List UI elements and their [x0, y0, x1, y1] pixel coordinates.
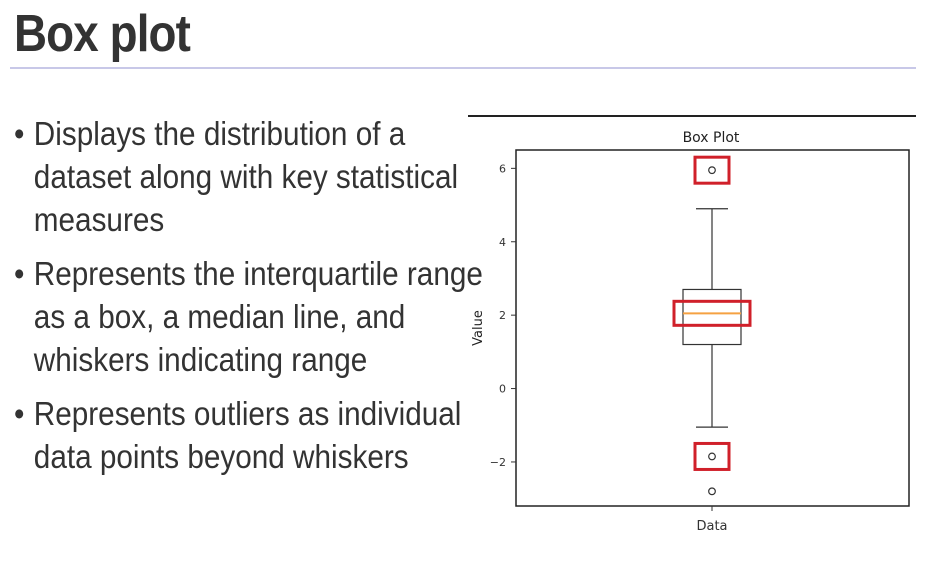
y-tick-label: −2	[490, 456, 506, 469]
box-group	[682, 208, 742, 428]
bullet-item: Represents outliers as individual data p…	[14, 392, 484, 478]
bullet-list: Displays the distribution of a dataset a…	[14, 112, 484, 489]
y-axis-ticks: −2 0 2 4 6	[490, 162, 516, 469]
iqr-box	[682, 288, 742, 346]
bullet-item: Displays the distribution of a dataset a…	[14, 112, 484, 241]
upper-outlier-highlight	[693, 155, 731, 185]
box-plot-svg: Box Plot −2 0 2 4 6 Value Data	[468, 115, 916, 534]
highlight-group	[672, 155, 752, 471]
outlier-point	[708, 166, 716, 175]
lower-outlier-highlight	[693, 441, 731, 471]
y-tick-label: 4	[499, 236, 506, 249]
x-tick-label: Data	[696, 519, 727, 534]
outliers-group	[708, 166, 716, 496]
median-highlight	[672, 299, 752, 327]
chart-title: Box Plot	[683, 130, 740, 146]
bullet-item: Represents the interquartile range as a …	[14, 252, 484, 381]
y-axis-label: Value	[471, 310, 486, 346]
y-tick-label: 0	[499, 383, 506, 396]
x-axis-ticks: Data	[696, 506, 728, 534]
outlier-point	[708, 452, 716, 461]
y-tick-label: 6	[499, 162, 506, 175]
slide-title: Box plot	[14, 5, 191, 63]
box-plot-chart: Box Plot −2 0 2 4 6 Value Data	[466, 112, 918, 552]
outlier-point	[708, 487, 716, 496]
title-divider	[10, 67, 916, 69]
y-tick-label: 2	[499, 309, 506, 322]
